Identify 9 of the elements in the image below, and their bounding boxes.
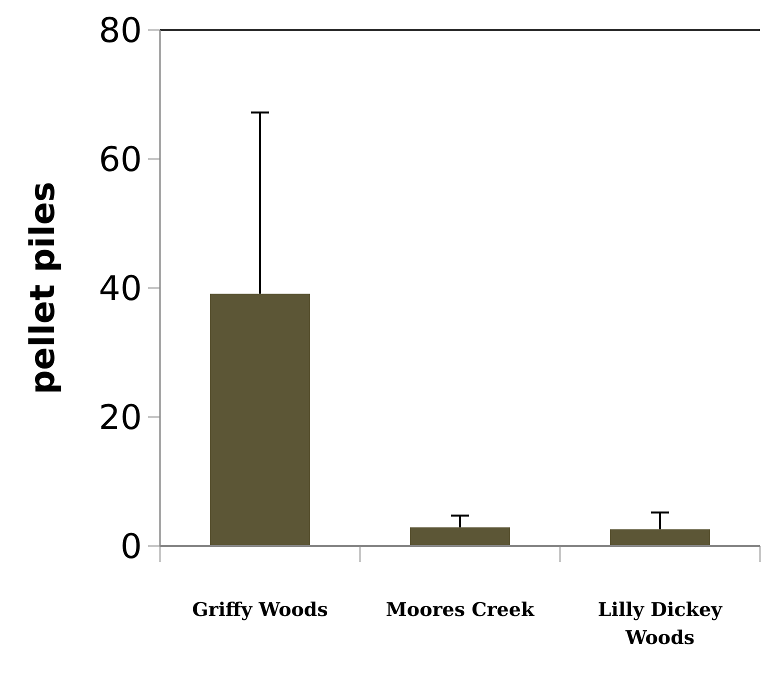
y-tick-label: 60: [98, 140, 142, 180]
x-tick-label: Lilly Dickey Woods: [598, 599, 724, 649]
y-tick-label: 40: [98, 268, 142, 309]
x-tick-label: Griffy Woods: [192, 599, 328, 621]
y-tick-label: 80: [98, 10, 142, 51]
y-tick-label: 20: [98, 398, 142, 438]
x-tick-label: Moores Creek: [386, 599, 535, 621]
y-tick-label: 0: [120, 526, 142, 567]
y-axis-title: pellet piles: [23, 182, 63, 394]
